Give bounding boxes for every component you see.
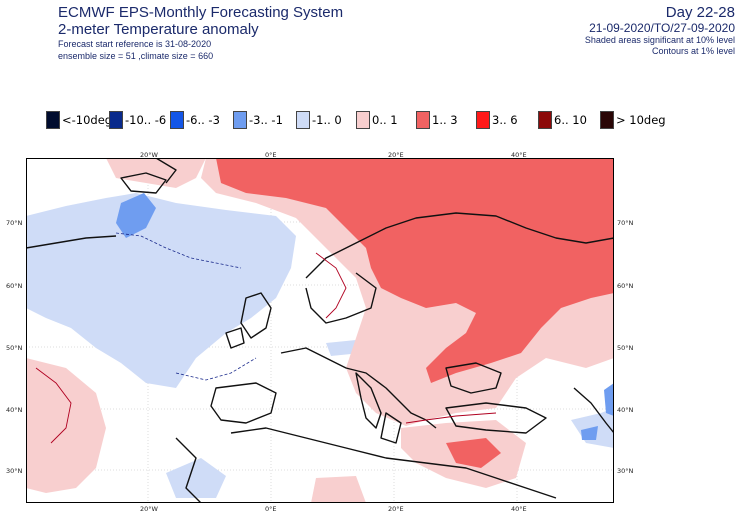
legend-swatch [170, 111, 184, 129]
title-variable: 2-meter Temperature anomaly [58, 21, 259, 38]
legend-item: 0.. 1 [356, 110, 398, 130]
period-label: Day 22-28 [665, 4, 735, 21]
lat-tick-right: 30°N [617, 467, 634, 475]
legend-swatch [416, 111, 430, 129]
warm-anomaly-mid [216, 158, 614, 468]
legend-label: 0.. 1 [372, 113, 398, 127]
anomaly-map-svg [25, 157, 615, 504]
lon-tick-bottom: 20°W [140, 505, 158, 513]
header-right: Day 22-28 21-09-2020/TO/27-09-2020 Shade… [585, 4, 735, 57]
map-frame [26, 158, 614, 503]
cold-anomaly-light [26, 193, 614, 498]
legend-item: 6.. 10 [538, 110, 587, 130]
lon-tick-top: 0°E [265, 151, 277, 159]
forecast-reference: Forecast start reference is 31-08-2020 [58, 39, 212, 49]
legend-swatch [296, 111, 310, 129]
legend-label: 3.. 6 [492, 113, 518, 127]
legend-label: -3.. -1 [249, 113, 283, 127]
lon-tick-bottom: 0°E [265, 505, 277, 513]
lat-tick-left: 30°N [6, 467, 23, 475]
lat-tick-right: 70°N [617, 219, 634, 227]
legend-swatch [109, 111, 123, 129]
legend-swatch [233, 111, 247, 129]
legend-item: > 10deg [600, 110, 666, 130]
legend-label: > 10deg [616, 113, 666, 127]
legend-label: <-10deg [62, 113, 113, 127]
significance-contours-cold [115, 232, 257, 381]
lon-tick-bottom: 40°E [511, 505, 527, 513]
lon-tick-top: 20°W [140, 151, 158, 159]
note-shaded: Shaded areas significant at 10% level [584, 35, 735, 45]
legend-item: 3.. 6 [476, 110, 518, 130]
legend-label: 1.. 3 [432, 113, 458, 127]
legend-item: <-10deg [46, 110, 112, 130]
lat-tick-left: 60°N [6, 282, 23, 290]
title-system: ECMWF EPS-Monthly Forecasting System [58, 4, 344, 21]
lat-tick-right: 60°N [617, 282, 634, 290]
legend-swatch [600, 111, 614, 129]
anomaly-map [25, 157, 615, 504]
lat-tick-left: 70°N [6, 219, 23, 227]
date-range: 21-09-2020/TO/27-09-2020 [589, 21, 735, 35]
lat-tick-left: 40°N [6, 406, 23, 414]
lon-tick-top: 20°E [388, 151, 404, 159]
ensemble-info: ensemble size = 51 ,climate size = 660 [58, 51, 214, 61]
lat-tick-left: 50°N [6, 344, 23, 352]
legend-item: -1.. 0 [296, 110, 342, 130]
legend-item: 1.. 3 [416, 110, 458, 130]
lon-tick-bottom: 20°E [388, 505, 404, 513]
cold-anomaly-mid [116, 193, 614, 440]
legend-item: -10.. -6 [109, 110, 166, 130]
lon-tick-top: 40°E [511, 151, 527, 159]
legend-label: -6.. -3 [186, 113, 220, 127]
legend-item: -6.. -3 [170, 110, 220, 130]
coastlines [25, 157, 615, 504]
legend-swatch [46, 111, 60, 129]
header-left: ECMWF EPS-Monthly Forecasting System 2-m… [58, 4, 343, 62]
significance-contours-warm [35, 252, 497, 444]
note-contours: Contours at 1% level [651, 46, 735, 56]
lat-tick-right: 40°N [617, 406, 634, 414]
legend-label: -1.. 0 [312, 113, 342, 127]
legend-swatch [356, 111, 370, 129]
lat-tick-right: 50°N [617, 344, 634, 352]
legend-swatch [538, 111, 552, 129]
legend-swatch [476, 111, 490, 129]
legend-label: -10.. -6 [125, 113, 167, 127]
legend-item: -3.. -1 [233, 110, 283, 130]
legend-label: 6.. 10 [554, 113, 587, 127]
